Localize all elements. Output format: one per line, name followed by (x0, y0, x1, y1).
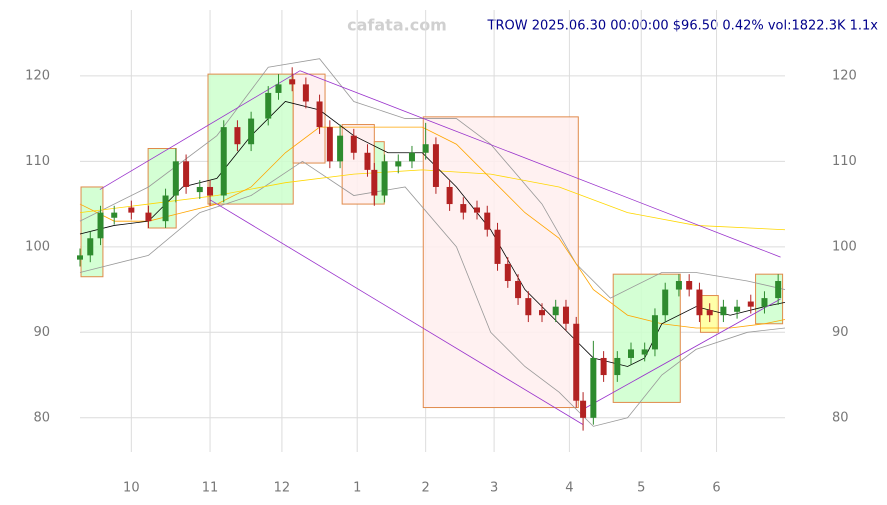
watermark: cafata.com (347, 16, 447, 35)
candle-body (172, 161, 179, 196)
overlay-line (79, 160, 786, 427)
x-tick-label: 10 (123, 481, 140, 496)
candle-body (289, 79, 296, 85)
candle-body (614, 357, 621, 376)
overlay-line (79, 101, 786, 367)
overlay-line (209, 199, 584, 425)
candle-body (196, 186, 203, 193)
x-tick-label: 12 (274, 481, 291, 496)
candle-body (686, 281, 693, 290)
candle-body (337, 135, 344, 162)
candle-body (651, 315, 658, 350)
candle-body (248, 118, 255, 145)
candle-body (473, 207, 480, 213)
candle-body (562, 306, 569, 324)
candle-body (302, 84, 309, 102)
candle-body (590, 357, 597, 418)
candle-body (525, 298, 532, 316)
y-tick-label-right: 120 (832, 68, 857, 83)
zone (147, 147, 177, 229)
candle-body (326, 127, 333, 162)
candle-body (275, 84, 282, 93)
candle-body (265, 92, 272, 119)
y-tick-label: 110 (25, 154, 50, 169)
y-tick-label-right: 90 (832, 325, 849, 340)
candle-body (580, 400, 587, 418)
candle-body (641, 349, 648, 355)
candle-body (600, 357, 607, 376)
candle-body (539, 310, 546, 316)
y-tick-label: 80 (33, 410, 50, 425)
y-tick-label-right: 80 (832, 410, 849, 425)
candle-body (484, 212, 491, 230)
overlay-line (79, 58, 786, 299)
y-tick-label: 90 (33, 325, 50, 340)
x-tick-label: 1 (353, 481, 361, 496)
candle-body (234, 127, 241, 145)
candle-body (552, 306, 559, 316)
candle-body (128, 207, 135, 213)
zone (612, 273, 681, 403)
zone (422, 116, 579, 409)
candle-body (706, 310, 713, 316)
candle-body (494, 229, 501, 264)
candle-body (734, 306, 741, 312)
candle-body (775, 281, 782, 299)
x-tick-label: 3 (490, 481, 498, 496)
candle-body (408, 152, 415, 162)
candle-body (364, 152, 371, 170)
y-tick-label-right: 110 (832, 154, 857, 169)
y-tick-label: 100 (25, 239, 50, 254)
candle-body (350, 135, 357, 153)
candle-body (696, 289, 703, 316)
overlay-line (99, 70, 301, 190)
candle-body (662, 289, 669, 316)
overlay-line (299, 70, 781, 258)
candle-body (432, 144, 439, 187)
candle-body (395, 161, 402, 167)
y-tick-label: 120 (25, 68, 50, 83)
candle-body (316, 101, 323, 128)
candle-body (747, 301, 754, 307)
candle-body (720, 306, 727, 316)
candle-body (460, 204, 467, 213)
candle-body (381, 161, 388, 196)
overlay-line (79, 169, 786, 231)
candle-body (515, 281, 522, 299)
overlay-line (79, 126, 786, 329)
candle-body (573, 323, 580, 401)
x-tick-label: 5 (637, 481, 645, 496)
candle-body (183, 161, 190, 187)
candle-body (627, 349, 634, 358)
x-tick-label: 11 (202, 481, 219, 496)
candle-body (77, 255, 83, 260)
candle-body (371, 169, 378, 196)
x-tick-label: 4 (565, 481, 573, 496)
y-tick-label-right: 100 (832, 239, 857, 254)
candle-body (504, 263, 511, 282)
candle-body (675, 281, 682, 290)
candle-body (220, 127, 227, 196)
candle-body (446, 186, 453, 205)
candle-body (87, 238, 94, 256)
candle-body (97, 212, 104, 239)
candle-body (111, 212, 118, 218)
overlay-line (582, 298, 781, 410)
candle-body (162, 195, 169, 222)
candle-body (422, 144, 429, 153)
x-tick-label: 6 (712, 481, 720, 496)
candle-body (207, 186, 214, 196)
header: TROW 2025.06.30 00:00:00 $96.50 0.42% vo… (487, 19, 879, 34)
candle-body (145, 212, 152, 222)
candle-body (761, 298, 768, 307)
x-tick-label: 2 (422, 481, 430, 496)
